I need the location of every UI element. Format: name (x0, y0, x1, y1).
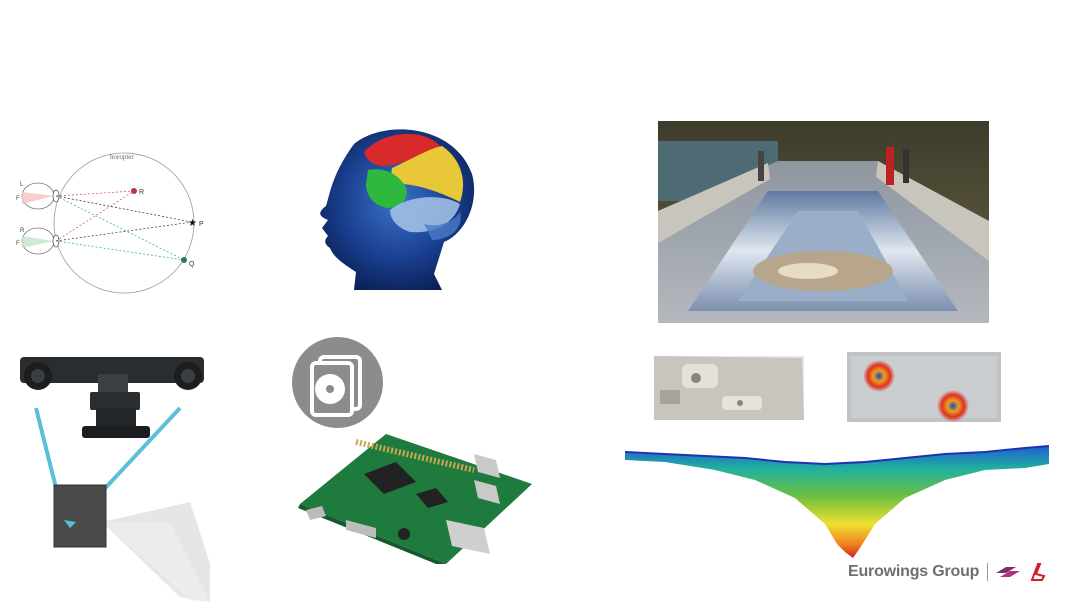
logo-text: Eurowings Group (848, 563, 980, 580)
eurowings-group-logo: Eurowings Group (848, 561, 1048, 583)
stereo-camera (20, 357, 210, 602)
fovea-bottom-label: F (16, 241, 20, 247)
raspberry-pi-board (298, 434, 532, 564)
point-p-label: P (199, 221, 204, 228)
fovea-top-label: F (16, 196, 20, 202)
horopter-diagram: horopter L R F F R ★ P Q (16, 152, 204, 294)
group-mark-icon (1030, 563, 1046, 581)
disc-software-icon (292, 337, 383, 428)
depth-map-thumbnail (847, 352, 1001, 422)
surface-plot (625, 445, 1049, 558)
eye-right-label: R (20, 228, 25, 234)
svg-text:★: ★ (188, 218, 197, 229)
eurowings-mark-icon (996, 567, 1021, 577)
point-q-label: Q (189, 261, 195, 268)
brain-illustration (320, 129, 475, 290)
logo-separator (987, 563, 989, 581)
point-r-label: R (139, 189, 144, 196)
horopter-label: horopter (110, 153, 134, 161)
street-art-photo (658, 121, 989, 323)
camera-view-thumbnail (654, 356, 804, 420)
eye-left-label: L (20, 182, 24, 188)
